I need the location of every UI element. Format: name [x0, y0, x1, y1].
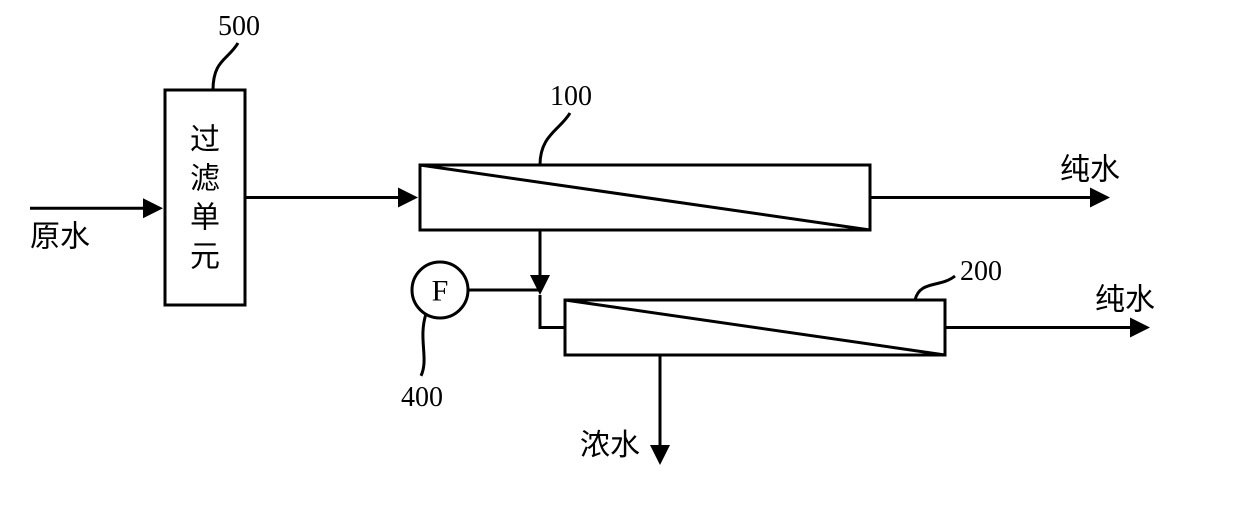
conn-down-to-m2 — [540, 295, 565, 328]
callout-500-leader — [213, 43, 238, 90]
callout-500: 500 — [218, 11, 260, 42]
label-raw-water: 原水 — [30, 220, 90, 253]
membrane2-diag — [565, 300, 945, 355]
process-diagram: 原水 过滤单元 500 100 纯水 200 纯水 浓水 F 400 — [0, 0, 1239, 526]
arrow-m2-pure — [945, 318, 1150, 338]
label-pure-bottom: 纯水 — [1095, 284, 1155, 317]
callout-100: 100 — [550, 81, 592, 112]
arrow-raw-to-filter — [30, 198, 163, 218]
membrane1-diag — [420, 165, 870, 230]
callout-200-leader — [915, 276, 955, 300]
flowmeter-symbol: F — [432, 275, 449, 308]
arrow-m2-conc — [650, 355, 670, 465]
label-pure-top: 纯水 — [1060, 154, 1120, 187]
callout-200: 200 — [960, 256, 1002, 287]
arrow-m1-down — [530, 230, 550, 295]
label-filter-unit: 过滤单元 — [190, 124, 220, 274]
callout-100-leader — [540, 113, 570, 165]
arrow-m1-pure — [870, 188, 1110, 208]
callout-400-leader — [421, 314, 426, 376]
callout-400: 400 — [401, 382, 443, 413]
arrow-filter-to-m1 — [245, 188, 418, 208]
label-concentrate: 浓水 — [580, 429, 640, 462]
